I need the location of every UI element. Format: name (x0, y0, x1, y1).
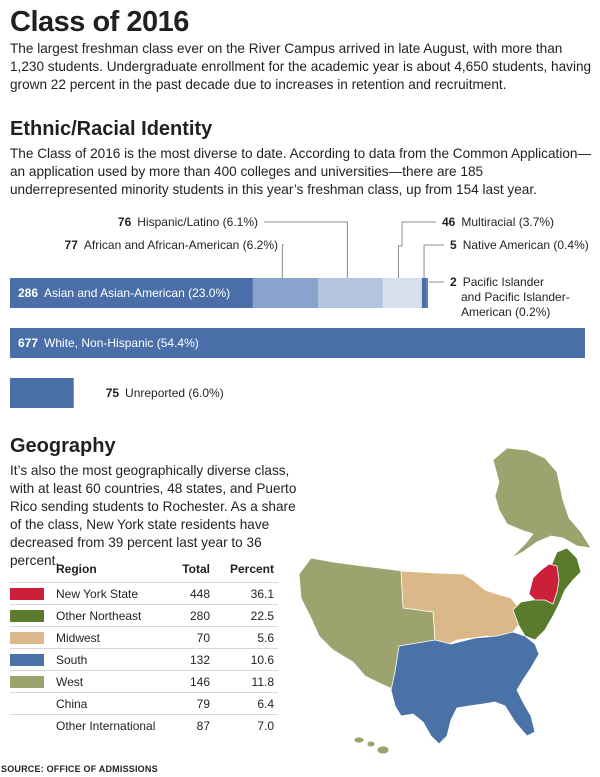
leader-line-2 (264, 221, 348, 278)
geo-heading: Geography (10, 435, 116, 457)
region-name: China (52, 692, 162, 715)
chart-labels: 286 Asian and Asian-American (23.0%) 77 A… (18, 215, 589, 400)
region-name: Other International (52, 714, 162, 736)
table-row: South 132 10.6 (10, 648, 278, 671)
bar-label-2: 76 Hispanic/Latino (6.1%) (118, 215, 258, 229)
region-total: 132 (162, 648, 214, 671)
table-row: Other International 87 7.0 (10, 714, 278, 736)
bar-label-5-line-0: and Pacific Islander- (461, 290, 570, 304)
region-swatch (10, 653, 44, 666)
region-percent: 36.1 (214, 582, 278, 605)
chart-leader-lines (264, 221, 444, 283)
table-row: West 146 11.8 (10, 670, 278, 693)
bar-label-1: 77 African and African-American (6.2%) (65, 238, 278, 252)
map-new-york (528, 563, 560, 605)
geo-paragraph: It’s also the most geographically divers… (10, 463, 297, 568)
region-total: 70 (162, 626, 214, 649)
bar-label-4: 5 Native American (0.4%) (450, 238, 589, 252)
bar-segment-3 (382, 278, 422, 308)
bar-label-0: 286 Asian and Asian-American (23.0%) (18, 286, 230, 300)
intro-paragraph: The largest freshman class ever on the R… (10, 41, 592, 92)
region-name: New York State (52, 582, 162, 605)
table-header-row: Region Total Percent (10, 560, 278, 583)
region-swatch-cell (10, 670, 52, 693)
region-percent: 7.0 (214, 714, 278, 736)
bar-label-3: 46 Multiracial (3.7%) (442, 215, 554, 229)
ethnic-paragraph: The Class of 2016 is the most diverse to… (10, 146, 592, 197)
header-total: Total (182, 562, 210, 576)
page-title: Class of 2016 (10, 6, 189, 38)
region-swatch-cell (10, 692, 52, 715)
region-swatch-cell (10, 714, 52, 736)
ethnic-heading: Ethnic/Racial Identity (10, 118, 213, 140)
region-swatch (10, 631, 44, 644)
us-region-map (298, 447, 592, 755)
region-swatch (10, 609, 44, 622)
bar-segment-2 (318, 278, 383, 308)
bar-unreported (10, 378, 74, 408)
header-percent: Percent (229, 562, 274, 576)
bar-segment-1 (252, 278, 319, 308)
table-row: China 79 6.4 (10, 692, 278, 715)
table-row: Other Northeast 280 22.5 (10, 604, 278, 627)
region-total: 280 (162, 604, 214, 627)
bar-segment-0 (10, 278, 253, 308)
leader-line-1 (281, 244, 284, 278)
region-total: 146 (162, 670, 214, 693)
region-swatch-cell (10, 604, 52, 627)
region-percent: 10.6 (214, 648, 278, 671)
bar-segment-4 (421, 278, 427, 308)
region-percent: 5.6 (214, 626, 278, 649)
region-name: Other Northeast (52, 604, 162, 627)
region-name: South (52, 648, 162, 671)
region-swatch (10, 675, 44, 688)
header-swatch (10, 560, 52, 583)
region-percent: 22.5 (214, 604, 278, 627)
bar-label-white: 677 White, Non-Hispanic (54.4%) (18, 336, 199, 350)
region-total: 79 (162, 692, 214, 715)
region-swatch-cell (10, 626, 52, 649)
map-south (390, 631, 540, 745)
chart-bars (10, 278, 585, 408)
geography-table: Region Total Percent New York State 448 36… (10, 560, 278, 736)
region-total: 448 (162, 582, 214, 605)
region-name: West (52, 670, 162, 693)
header-region: Region (56, 562, 97, 576)
source-credit: SOURCE: OFFICE OF ADMISSIONS (1, 764, 158, 774)
bar-label-5-line-1: American (0.2%) (461, 305, 550, 319)
bar-label-unreported: 75 Unreported (6.0%) (106, 386, 224, 400)
table-row: New York State 448 36.1 (10, 582, 278, 605)
ethnic-bar-chart: 286 Asian and Asian-American (23.0%) 77 A… (10, 215, 589, 408)
bar-label-5: 2 Pacific Islander (450, 275, 544, 289)
bar-white (10, 328, 585, 358)
bar-segment-5 (426, 278, 428, 308)
region-total: 87 (162, 714, 214, 736)
leader-line-4 (423, 244, 444, 278)
map-alaska (492, 447, 592, 559)
map-hawaii (353, 736, 390, 755)
table-body: New York State 448 36.1 Other Northeast 280 2… (10, 582, 278, 736)
region-swatch-cell (10, 648, 52, 671)
table-row: Midwest 70 5.6 (10, 626, 278, 649)
region-percent: 11.8 (214, 670, 278, 693)
leader-line-3 (397, 221, 436, 278)
region-name: Midwest (52, 626, 162, 649)
region-swatch (10, 587, 44, 600)
region-swatch-cell (10, 582, 52, 605)
region-percent: 6.4 (214, 692, 278, 715)
